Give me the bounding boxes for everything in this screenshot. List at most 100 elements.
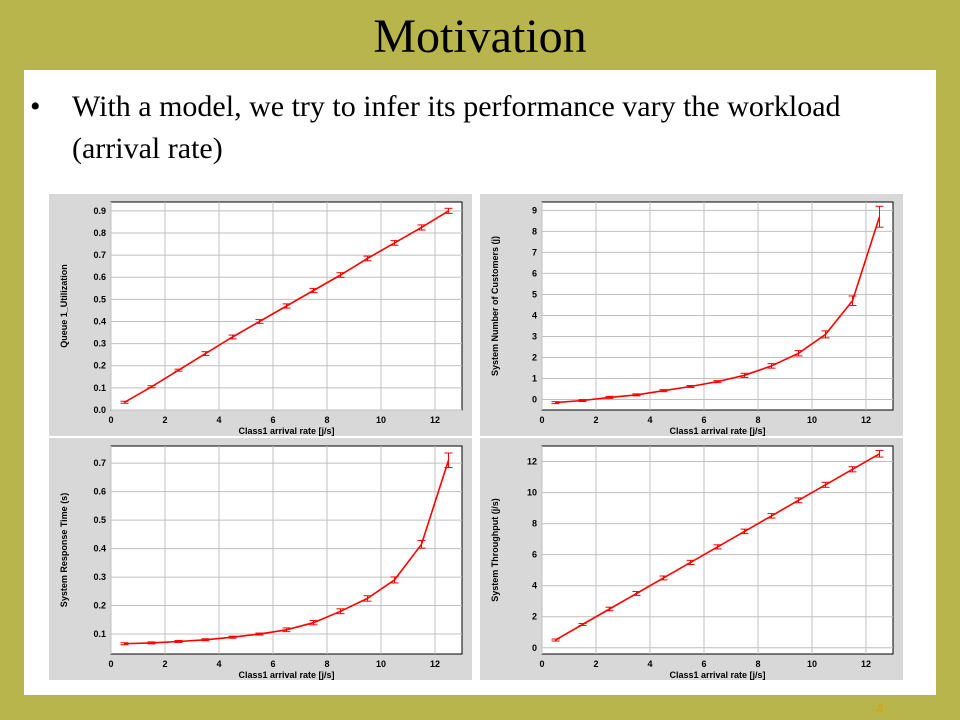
y-axis-label: System Throughput (j/s) — [490, 498, 500, 602]
y-tick-label: 12 — [527, 457, 537, 467]
data-point-errorbar — [282, 303, 291, 309]
data-point-errorbar — [713, 380, 722, 384]
data-point-errorbar — [390, 576, 399, 584]
x-tick-label: 8 — [755, 415, 760, 425]
data-point-errorbar — [174, 368, 183, 372]
data-point-errorbar — [875, 449, 884, 458]
data-point-errorbar — [551, 638, 560, 642]
y-tick-label: 0.8 — [93, 228, 106, 238]
data-point-errorbar — [417, 539, 426, 549]
chart-panel-throughput: 0 2 4 6 8 10 12 0 2 4 6 8 10 12 Class1 arrival rate [j… — [480, 438, 903, 680]
y-tick-label: 0 — [532, 394, 537, 404]
y-tick-label: 4 — [532, 581, 537, 591]
throughput-chart: 0 2 4 6 8 10 12 0 2 4 6 8 10 12 Class1 arrival rate [j… — [490, 445, 894, 680]
y-tick-label: 10 — [527, 488, 537, 498]
data-point-errorbar — [417, 224, 426, 231]
y-tick-label: 8 — [532, 519, 537, 529]
x-tick-label: 0 — [539, 415, 544, 425]
plot-area — [541, 201, 894, 411]
data-point-errorbar — [848, 466, 857, 473]
y-tick-label: 0.9 — [93, 206, 106, 216]
data-point-errorbar — [444, 452, 453, 469]
x-tick-label: 0 — [539, 659, 544, 669]
data-point-errorbar — [659, 575, 668, 581]
x-tick-label: 2 — [162, 415, 167, 425]
data-point-errorbar — [605, 606, 614, 612]
x-tick-label: 12 — [861, 659, 871, 669]
data-point-errorbar — [120, 642, 129, 646]
data-point-errorbar — [174, 639, 183, 643]
data-point-errorbar — [767, 363, 776, 369]
y-tick-label: 9 — [532, 205, 537, 215]
data-point-errorbar — [120, 400, 129, 404]
data-point-errorbar — [848, 295, 857, 307]
y-tick-label: 0.5 — [93, 294, 106, 304]
x-tick-label: 8 — [755, 659, 760, 669]
data-point-errorbar — [605, 395, 614, 399]
data-point-errorbar — [578, 623, 587, 627]
y-tick-label: 0.4 — [93, 316, 106, 326]
data-point-errorbar — [578, 399, 587, 403]
data-point-errorbar — [147, 385, 156, 389]
y-tick-label: 2 — [532, 352, 537, 362]
data-point-errorbar — [686, 559, 695, 566]
plot-area — [110, 445, 463, 655]
data-point-errorbar — [713, 544, 722, 550]
x-axis-label: Class1 arrival rate [j/s] — [669, 670, 765, 680]
data-point-errorbar — [201, 351, 210, 356]
y-tick-label: 1 — [532, 373, 537, 383]
x-axis-label: Class1 arrival rate [j/s] — [669, 426, 765, 436]
x-tick-label: 10 — [807, 659, 817, 669]
data-point-errorbar — [740, 528, 749, 535]
y-tick-label: 5 — [532, 289, 537, 299]
data-point-errorbar — [444, 207, 453, 214]
x-tick-label: 10 — [376, 659, 386, 669]
x-tick-label: 4 — [216, 659, 221, 669]
data-point-errorbar — [255, 632, 264, 636]
data-point-errorbar — [686, 384, 695, 388]
x-tick-label: 6 — [701, 415, 706, 425]
data-point-errorbar — [228, 334, 237, 340]
data-point-errorbar — [228, 635, 237, 639]
y-tick-label: 0.4 — [93, 544, 106, 554]
y-tick-label: 0.1 — [93, 629, 106, 639]
y-tick-label: 0.6 — [93, 487, 106, 497]
data-point-errorbar — [336, 272, 345, 278]
x-tick-label: 8 — [324, 659, 329, 669]
data-point-errorbar — [309, 287, 318, 294]
data-point-errorbar — [336, 608, 345, 615]
data-point-errorbar — [794, 497, 803, 504]
x-tick-label: 6 — [270, 659, 275, 669]
x-tick-label: 6 — [701, 659, 706, 669]
y-tick-label: 0.1 — [93, 383, 106, 393]
y-tick-label: 0.2 — [93, 361, 106, 371]
x-tick-label: 6 — [270, 415, 275, 425]
data-point-errorbar — [363, 255, 372, 262]
data-point-errorbar — [632, 591, 641, 596]
y-axis-label: Queue 1_Utilization — [59, 264, 69, 348]
y-tick-label: 0.2 — [93, 601, 106, 611]
slide-title: Motivation — [373, 10, 587, 63]
x-tick-label: 12 — [861, 415, 871, 425]
bullet-text: With a model, we try to infer its perfor… — [72, 90, 841, 165]
y-tick-label: 0.3 — [93, 572, 106, 582]
y-tick-label: 6 — [532, 268, 537, 278]
x-tick-label: 4 — [216, 415, 221, 425]
data-point-errorbar — [551, 401, 560, 405]
x-tick-label: 2 — [593, 659, 598, 669]
y-tick-label: 0.6 — [93, 272, 106, 282]
chart-panel-customers: 0 2 4 6 8 10 12 0 1 2 3 4 5 6 7 8 9 Class1 arrival rate [… — [480, 194, 903, 436]
utilization-chart: 0 2 4 6 8 10 12 0.0 0.1 0.2 0.3 0.4 0.5 0.6 0.7 0.8 0.9 C… — [59, 201, 463, 436]
x-tick-label: 4 — [647, 415, 652, 425]
x-tick-label: 10 — [807, 415, 817, 425]
response-time-chart: 0 2 4 6 8 10 12 0.1 0.2 0.3 0.4 0.5 0.6 0.7 Class1 arr… — [59, 445, 463, 680]
x-tick-label: 0 — [108, 659, 113, 669]
data-point-errorbar — [147, 641, 156, 645]
data-point-errorbar — [632, 393, 641, 397]
x-tick-label: 12 — [430, 415, 440, 425]
data-point-errorbar — [821, 330, 830, 339]
chart-panel-response-time: 0 2 4 6 8 10 12 0.1 0.2 0.3 0.4 0.5 0.6 0.7 Class1 arr… — [49, 438, 472, 680]
data-point-errorbar — [309, 620, 318, 626]
y-axis-label: System Number of Customers (j) — [490, 236, 500, 376]
